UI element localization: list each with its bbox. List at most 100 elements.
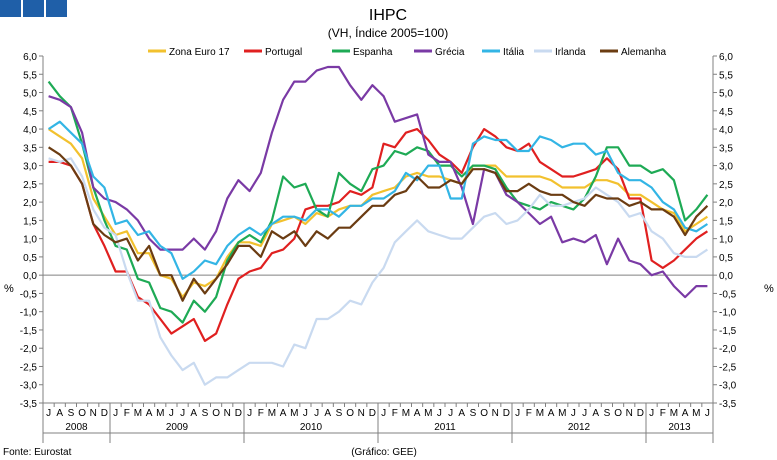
x-tick-label-month: J xyxy=(705,408,710,419)
y-tick-label-right: 0,0 xyxy=(719,271,733,282)
x-tick-label-month: J xyxy=(113,408,118,419)
y-tick-label-left: 5,0 xyxy=(23,89,37,100)
x-tick-label-month: J xyxy=(515,408,520,419)
series-line-it-lia xyxy=(47,120,709,280)
y-tick-label-right: 5,0 xyxy=(719,89,733,100)
x-tick-label-month: J xyxy=(571,408,576,419)
x-tick-label-month: A xyxy=(414,408,421,419)
x-tick-label-month: S xyxy=(470,408,477,419)
series-line-irlanda xyxy=(48,157,709,386)
x-tick-label-month: J xyxy=(649,408,654,419)
axes: -3,5 -3,5 -3,0 -3,0 -2,5 -2,5 -2,0 -2,0 -1,5 -1,5… xyxy=(20,52,737,443)
x-tick-label-month: M xyxy=(268,408,276,419)
y-tick-label-left: 4,0 xyxy=(23,125,37,136)
x-tick-label-month: F xyxy=(392,408,398,419)
footer-credit: (Gráfico: GEE) xyxy=(351,447,417,458)
x-tick-label-month: N xyxy=(626,408,633,419)
logo-box xyxy=(23,0,44,17)
legend-entry: Itália xyxy=(503,47,525,58)
x-tick-label-month: S xyxy=(604,408,611,419)
x-tick-label-month: J xyxy=(448,408,453,419)
x-tick-label-month: M xyxy=(424,408,432,419)
x-tick-label-month: A xyxy=(146,408,153,419)
x-tick-label-month: M xyxy=(536,408,544,419)
y-tick-label-left: -2,5 xyxy=(20,362,38,373)
header-logo-boxes xyxy=(0,0,67,17)
x-tick-label-month: A xyxy=(280,408,287,419)
y-tick-label-right: -1,0 xyxy=(719,308,737,319)
x-tick-label-month: O xyxy=(480,408,488,419)
x-tick-label-year: 2011 xyxy=(434,422,456,433)
legend-entry: Portugal xyxy=(265,47,302,58)
y-tick-label-right: 4,5 xyxy=(719,107,733,118)
x-tick-label-year: 2012 xyxy=(568,422,591,433)
y-tick-label-right: 2,5 xyxy=(719,180,733,191)
y-tick-label-left: -3,0 xyxy=(20,381,38,392)
y-axis-label-right: % xyxy=(764,283,774,295)
x-tick-label-month: S xyxy=(68,408,75,419)
x-tick-label-month: D xyxy=(235,408,242,419)
x-tick-label-month: M xyxy=(558,408,566,419)
y-axis-label-left: % xyxy=(4,283,14,295)
y-tick-label-left: 4,5 xyxy=(23,107,37,118)
y-tick-label-right: -0,5 xyxy=(719,289,737,300)
y-tick-label-right: 0,5 xyxy=(719,253,733,264)
x-tick-label-month: J xyxy=(582,408,587,419)
x-tick-label-month: D xyxy=(503,408,510,419)
legend-entry: Zona Euro 17 xyxy=(169,47,230,58)
x-tick-label-month: F xyxy=(258,408,264,419)
chart-title: IHPC xyxy=(369,7,407,24)
x-tick-label-month: M xyxy=(290,408,298,419)
legend-entry: Grécia xyxy=(435,47,465,58)
series-line-alemanha xyxy=(47,146,709,302)
x-tick-label-month: N xyxy=(492,408,499,419)
x-tick-label-month: J xyxy=(247,408,252,419)
y-tick-label-left: -1,5 xyxy=(20,326,38,337)
x-tick-label-month: F xyxy=(124,408,130,419)
y-tick-label-left: 0,5 xyxy=(23,253,37,264)
y-tick-label-left: -2,0 xyxy=(20,344,38,355)
x-tick-label-month: O xyxy=(614,408,622,419)
logo-box xyxy=(46,0,67,17)
y-tick-label-right: -2,5 xyxy=(719,362,737,373)
x-tick-label-month: A xyxy=(324,408,331,419)
x-tick-label-month: M xyxy=(134,408,142,419)
y-tick-label-left: -3,5 xyxy=(20,399,38,410)
x-tick-label-month: J xyxy=(381,408,386,419)
x-tick-label-year: 2013 xyxy=(668,422,691,433)
y-tick-label-right: -2,0 xyxy=(719,344,737,355)
y-tick-label-left: 6,0 xyxy=(23,52,37,63)
y-tick-label-right: 3,0 xyxy=(719,162,733,173)
x-tick-label-year: 2008 xyxy=(65,422,88,433)
logo-box xyxy=(0,0,21,17)
series-line-portugal xyxy=(48,128,709,342)
y-tick-label-left: 3,0 xyxy=(23,162,37,173)
y-tick-label-left: 3,5 xyxy=(23,143,37,154)
x-tick-label-month: D xyxy=(101,408,108,419)
y-tick-label-right: 1,0 xyxy=(719,235,733,246)
y-tick-label-left: 1,5 xyxy=(23,216,37,227)
x-tick-label-month: F xyxy=(526,408,532,419)
x-tick-label-month: M xyxy=(670,408,678,419)
x-tick-label-month: J xyxy=(437,408,442,419)
y-tick-label-left: -0,5 xyxy=(20,289,38,300)
x-tick-label-month: S xyxy=(336,408,343,419)
x-tick-label-month: N xyxy=(358,408,365,419)
x-tick-label-month: J xyxy=(169,408,174,419)
y-tick-label-left: 0,0 xyxy=(23,271,37,282)
x-tick-label-month: J xyxy=(46,408,51,419)
x-tick-label-month: O xyxy=(346,408,354,419)
x-tick-label-month: N xyxy=(224,408,231,419)
x-tick-label-month: A xyxy=(56,408,63,419)
x-tick-label-month: S xyxy=(202,408,209,419)
x-tick-label-month: O xyxy=(212,408,220,419)
x-tick-label-month: J xyxy=(314,408,319,419)
y-tick-label-left: 2,0 xyxy=(23,198,37,209)
y-tick-label-left: -1,0 xyxy=(20,308,38,319)
x-tick-label-year: 2010 xyxy=(300,422,323,433)
y-tick-label-right: 5,5 xyxy=(719,70,733,81)
legend-entry: Irlanda xyxy=(555,47,586,58)
x-tick-label-month: M xyxy=(156,408,164,419)
x-tick-label-month: D xyxy=(369,408,376,419)
